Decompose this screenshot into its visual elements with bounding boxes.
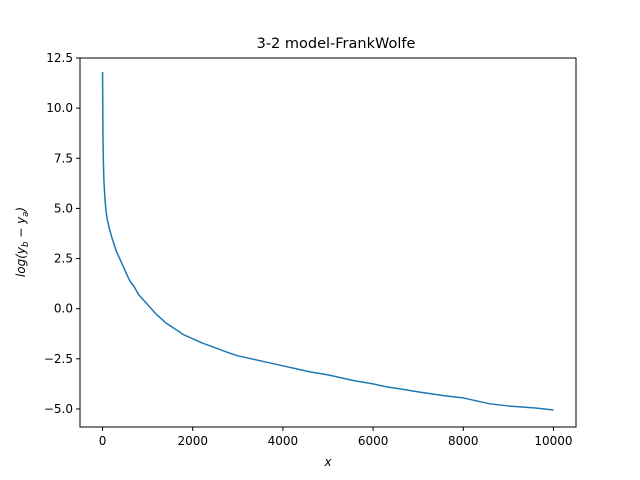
y-tick-label: −2.5 (44, 352, 73, 366)
y-axis-label-sub-a: a (21, 212, 31, 217)
y-tick-label: 7.5 (54, 151, 73, 165)
y-tick-label: −5.0 (44, 402, 73, 416)
y-tick-label: 0.0 (54, 302, 73, 316)
y-tick-label: 2.5 (54, 252, 73, 266)
chart-title: 3-2 model-FrankWolfe (257, 36, 416, 52)
x-axis-label: x (323, 455, 332, 469)
axes-frame (79, 57, 577, 428)
y-tick-label: 10.0 (46, 101, 73, 115)
plot-area (79, 57, 577, 428)
x-tick-label: 10000 (534, 434, 572, 448)
y-axis-label-end: ) (14, 207, 28, 213)
x-tick-label: 2000 (177, 434, 208, 448)
y-axis-label: log(yb − ya) (14, 207, 31, 277)
x-axis-ticks: 0 2000 4000 6000 8000 10000 (99, 427, 573, 448)
x-tick-label: 0 (99, 434, 107, 448)
x-tick-label: 6000 (358, 434, 389, 448)
y-axis-ticks: −5.0 −2.5 0.0 2.5 5.0 7.5 10.0 12.5 (44, 51, 80, 416)
y-axis-label-base: log(y (14, 246, 28, 277)
y-axis-label-mid: − y (14, 216, 28, 242)
x-tick-label: 4000 (268, 434, 299, 448)
y-tick-label: 5.0 (54, 201, 73, 215)
series-line (101, 72, 554, 411)
y-tick-label: 12.5 (46, 51, 73, 65)
x-tick-label: 8000 (448, 434, 479, 448)
y-axis-label-sub-b: b (21, 242, 31, 247)
